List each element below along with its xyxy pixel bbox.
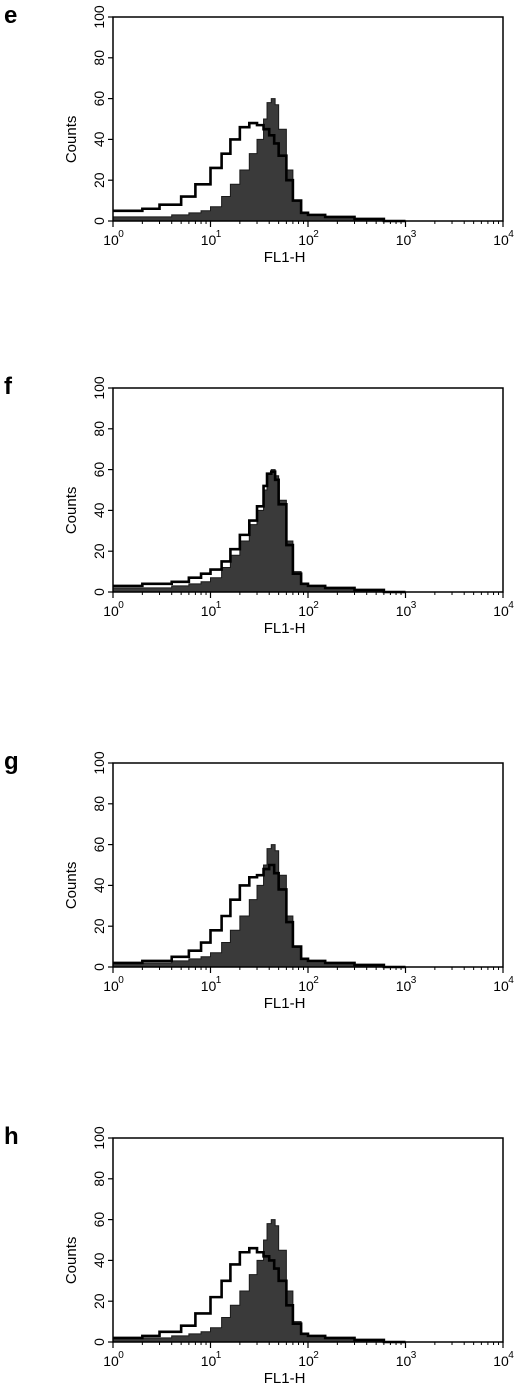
y-tick-label: 100 xyxy=(91,751,107,775)
x-tick-label-exponent: 3 xyxy=(411,1350,417,1361)
y-tick-label: 80 xyxy=(91,796,107,812)
x-tick-label-exponent: 0 xyxy=(118,229,124,240)
y-tick-label: 0 xyxy=(91,588,107,596)
y-tick-label: 80 xyxy=(91,1171,107,1187)
x-tick-label: 10 xyxy=(201,603,217,619)
y-tick-label: 60 xyxy=(91,462,107,478)
y-tick-label: 100 xyxy=(91,376,107,400)
panel-label: g xyxy=(4,748,19,775)
x-tick-label: 10 xyxy=(103,978,119,994)
panel-label: h xyxy=(4,1123,19,1150)
x-tick-label-exponent: 0 xyxy=(118,1350,124,1361)
x-tick-label: 10 xyxy=(103,1353,119,1369)
y-tick-label: 20 xyxy=(91,918,107,934)
x-tick-label: 10 xyxy=(396,603,412,619)
histogram-outline-series xyxy=(113,1246,406,1344)
y-tick-label: 20 xyxy=(91,543,107,559)
x-tick-label: 10 xyxy=(298,603,314,619)
x-tick-label-exponent: 3 xyxy=(411,600,417,611)
y-tick-label: 40 xyxy=(91,131,107,147)
x-tick-label: 10 xyxy=(396,1353,412,1369)
y-tick-label: 80 xyxy=(91,50,107,66)
plot-frame xyxy=(112,16,504,222)
x-tick-label-exponent: 0 xyxy=(118,600,124,611)
x-tick-label: 10 xyxy=(103,232,119,248)
plot-frame xyxy=(112,1137,504,1343)
y-tick-label: 20 xyxy=(91,1293,107,1309)
panel-label: e xyxy=(4,2,17,29)
x-tick-label-exponent: 2 xyxy=(313,1350,319,1361)
x-tick-label: 10 xyxy=(493,978,509,994)
x-axis-title: FL1-H xyxy=(264,620,306,637)
x-tick-label-exponent: 4 xyxy=(508,1350,514,1361)
x-tick-label-exponent: 1 xyxy=(216,975,222,986)
y-axis-title: Counts xyxy=(63,862,80,910)
x-tick-label: 10 xyxy=(396,978,412,994)
y-tick-label: 0 xyxy=(91,963,107,971)
plot-frame xyxy=(112,762,504,968)
y-tick-label: 100 xyxy=(91,1126,107,1150)
y-tick-label: 40 xyxy=(91,877,107,893)
x-tick-label-exponent: 4 xyxy=(508,600,514,611)
x-tick-label-exponent: 0 xyxy=(118,975,124,986)
y-tick-label: 60 xyxy=(91,91,107,107)
y-axis-title: Counts xyxy=(63,487,80,535)
y-tick-label: 40 xyxy=(91,502,107,518)
x-tick-label-exponent: 1 xyxy=(216,1350,222,1361)
x-tick-label-exponent: 1 xyxy=(216,229,222,240)
x-tick-label: 10 xyxy=(493,232,509,248)
histogram-outline-series xyxy=(113,121,406,223)
x-tick-label: 10 xyxy=(298,978,314,994)
x-tick-label: 10 xyxy=(396,232,412,248)
y-tick-label: 100 xyxy=(91,5,107,29)
y-tick-label: 60 xyxy=(91,837,107,853)
histogram-filled-series xyxy=(112,844,406,968)
plot-frame xyxy=(112,387,504,593)
panel-label: f xyxy=(4,373,13,400)
y-tick-label: 80 xyxy=(91,421,107,437)
x-tick-label: 10 xyxy=(201,978,217,994)
x-tick-label-exponent: 2 xyxy=(313,229,319,240)
x-tick-label: 10 xyxy=(493,1353,509,1369)
x-tick-label: 10 xyxy=(201,232,217,248)
x-tick-label-exponent: 2 xyxy=(313,600,319,611)
x-axis-title: FL1-H xyxy=(264,995,306,1012)
histogram-filled-series xyxy=(112,98,406,222)
x-tick-label-exponent: 4 xyxy=(508,975,514,986)
x-tick-label-exponent: 1 xyxy=(216,600,222,611)
histogram-outline-series xyxy=(113,470,406,594)
x-tick-label: 10 xyxy=(298,232,314,248)
x-tick-label: 10 xyxy=(493,603,509,619)
x-tick-label-exponent: 3 xyxy=(411,975,417,986)
x-axis-title: FL1-H xyxy=(264,1370,306,1387)
y-tick-label: 40 xyxy=(91,1252,107,1268)
y-tick-label: 0 xyxy=(91,217,107,225)
y-tick-label: 60 xyxy=(91,1212,107,1228)
histogram-filled-series xyxy=(112,469,406,593)
histogram-filled-series xyxy=(112,1219,406,1343)
y-axis-title: Counts xyxy=(63,116,80,164)
x-tick-label-exponent: 2 xyxy=(313,975,319,986)
x-axis-title: FL1-H xyxy=(264,249,306,266)
x-tick-label-exponent: 4 xyxy=(508,229,514,240)
x-tick-label: 10 xyxy=(103,603,119,619)
x-tick-label-exponent: 3 xyxy=(411,229,417,240)
x-tick-label: 10 xyxy=(298,1353,314,1369)
y-tick-label: 20 xyxy=(91,172,107,188)
x-tick-label: 10 xyxy=(201,1353,217,1369)
histogram-outline-series xyxy=(113,863,406,969)
y-axis-title: Counts xyxy=(63,1237,80,1285)
y-tick-label: 0 xyxy=(91,1338,107,1346)
